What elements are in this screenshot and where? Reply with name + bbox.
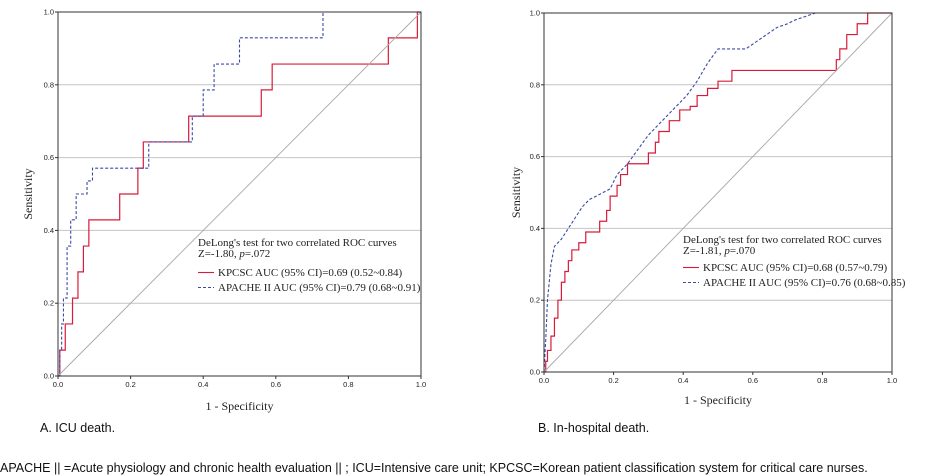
chart-1-annotation-title: DeLong's test for two correlated ROC cur… (683, 234, 882, 246)
chart-0-y-tick-label-3: 0.6 (44, 153, 54, 162)
chart-0-apache-ii-roc-curve (58, 11, 421, 377)
chart-0-legend-label-1: APACHE II AUC (95% CI)=0.79 (0.68~0.91) (218, 282, 421, 294)
chart-0-panel-caption: A. ICU death. (40, 421, 115, 435)
chart-0-plot-frame (57, 11, 422, 377)
chart-0-reference-diagonal-line (57, 11, 422, 377)
chart-0-x-tick-label-2: 0.4 (198, 380, 208, 389)
chart-1-reference-diagonal-line (543, 12, 893, 373)
chart-0-x-tick-label-0: 0.0 (53, 380, 63, 389)
chart-0-y-tick-label-5: 1.0 (44, 8, 54, 17)
chart-1-y-tick-label-4: 0.8 (530, 80, 540, 89)
chart-0-x-tick-label-5: 1.0 (416, 380, 426, 389)
footnote: APACHE || =Acute physiology and chronic … (0, 461, 868, 475)
chart-0-x-axis-label: 1 - Specificity (206, 399, 274, 413)
chart-1-y-tick-label-2: 0.4 (530, 224, 540, 233)
chart-1-y-tick-label-1: 0.2 (530, 296, 540, 305)
chart-1-x-tick-label-5: 1.0 (887, 376, 897, 385)
chart-0-x-tick-label-1: 0.2 (125, 380, 135, 389)
chart-1-y-axis-label: Sensitivity (509, 167, 523, 218)
chart-1-y-tick-label-0: 0.0 (530, 368, 540, 377)
chart-0-y-tick-label-1: 0.2 (44, 299, 54, 308)
chart-1-legend-label-0: KPCSC AUC (95% CI)=0.68 (0.57~0.79) (703, 262, 888, 274)
chart-0-y-tick-label-4: 0.8 (44, 80, 54, 89)
chart-0-legend-label-0: KPCSC AUC (95% CI)=0.69 (0.52~0.84) (218, 267, 403, 279)
chart-1-x-tick-label-1: 0.2 (608, 376, 618, 385)
chart-1-plot-frame (543, 12, 893, 373)
chart-0-y-tick-label-0: 0.0 (44, 372, 54, 381)
chart-1-x-tick-label-0: 0.0 (539, 376, 549, 385)
panel-b-in-hospital-death: 0.0 0.2 0.4 0.6 0.8 1.0 0.0 0.2 0.4 0.6 0.8 1.0 1 - … (509, 9, 906, 436)
chart-0-x-tick-label-3: 0.6 (271, 380, 281, 389)
chart-1-x-axis-label: 1 - Specificity (684, 393, 752, 407)
chart-1-y-tick-label-3: 0.6 (530, 152, 540, 161)
chart-1-x-tick-label-3: 0.6 (748, 376, 758, 385)
chart-1-x-tick-label-2: 0.4 (678, 376, 688, 385)
chart-0-annotation-stat: Z=-1.80, p=.072 (198, 248, 270, 260)
chart-1-annotation-stat: Z=-1.81, p=.070 (683, 245, 756, 257)
panel-a-icu-death: 0.0 0.2 0.4 0.6 0.8 1.0 0.0 0.2 0.4 0.6 0.8 1.0 1 - … (21, 8, 426, 436)
chart-0-y-tick-label-2: 0.4 (44, 226, 54, 235)
chart-1-y-tick-label-5: 1.0 (530, 9, 540, 18)
chart-0-annotation-title: DeLong's test for two correlated ROC cur… (198, 237, 397, 249)
chart-1-legend-label-1: APACHE II AUC (95% CI)=0.76 (0.68~0.85) (703, 277, 906, 289)
chart-0-kpcsc-roc-curve (58, 11, 421, 377)
chart-1-x-tick-label-4: 0.8 (817, 376, 827, 385)
chart-1-panel-caption: B. In-hospital death. (538, 421, 649, 435)
chart-1-apache-ii-roc-curve (543, 12, 892, 373)
chart-0-x-tick-label-4: 0.8 (343, 380, 353, 389)
chart-1-kpcsc-roc-curve (544, 12, 892, 373)
chart-0-y-axis-label: Sensitivity (21, 168, 35, 219)
